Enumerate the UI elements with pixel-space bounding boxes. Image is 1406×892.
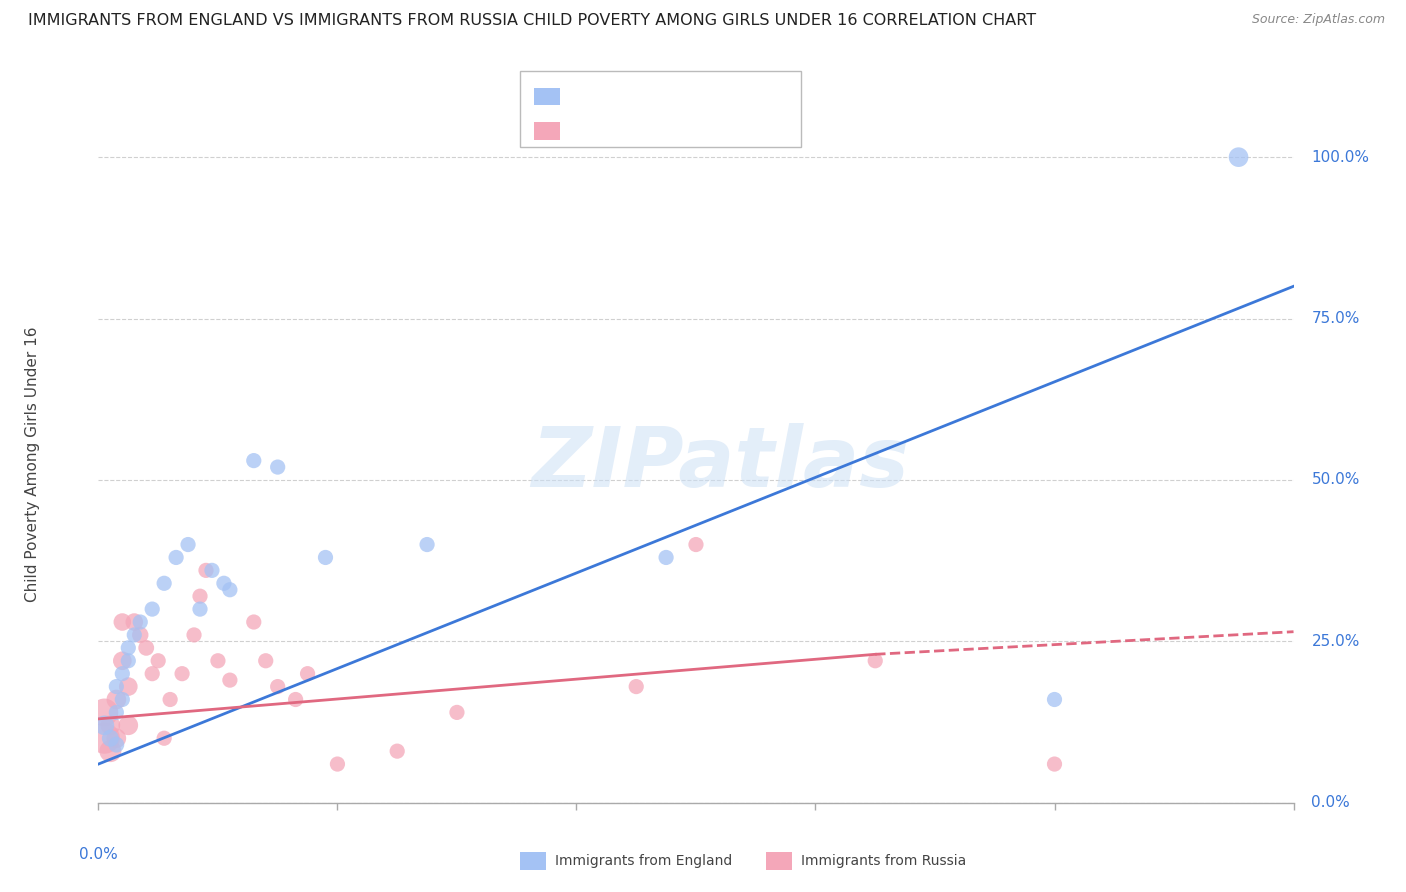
Text: 50.0%: 50.0% [1312, 473, 1360, 488]
Text: R = 0.616: R = 0.616 [569, 85, 652, 100]
Point [135, 640, 157, 655]
Point [98, 744, 122, 758]
Point [105, 731, 128, 746]
Point [172, 666, 194, 681]
Text: 25.0%: 25.0% [1312, 634, 1360, 648]
Point [129, 615, 152, 629]
Point [141, 666, 163, 681]
Point [124, 615, 146, 629]
Text: 0.0%: 0.0% [79, 847, 118, 862]
Point [141, 602, 163, 616]
Text: 75.0%: 75.0% [1312, 311, 1360, 326]
Point [685, 537, 707, 551]
Point [177, 537, 200, 551]
Point [153, 576, 176, 591]
Point [326, 757, 349, 772]
Point [188, 589, 211, 603]
Point [267, 460, 290, 475]
Point [297, 666, 319, 681]
Point [267, 680, 290, 694]
Point [129, 628, 152, 642]
Point [98, 718, 122, 732]
Point [117, 654, 139, 668]
Point [93, 706, 115, 720]
Text: 100.0%: 100.0% [1312, 150, 1369, 165]
Point [98, 731, 122, 746]
Point [105, 738, 128, 752]
Point [105, 680, 128, 694]
Point [105, 706, 128, 720]
Point [212, 576, 235, 591]
Point [219, 673, 242, 687]
Point [1227, 150, 1250, 164]
Point [188, 602, 211, 616]
Point [201, 563, 224, 577]
Point [93, 731, 115, 746]
Point [207, 654, 229, 668]
Text: N = 35: N = 35 [696, 119, 754, 134]
Point [385, 744, 409, 758]
Point [165, 550, 187, 565]
Point [124, 628, 146, 642]
Point [111, 666, 134, 681]
Point [254, 654, 277, 668]
Point [624, 680, 647, 694]
Point [1043, 757, 1066, 772]
Text: Immigrants from Russia: Immigrants from Russia [801, 854, 967, 868]
Point [148, 654, 170, 668]
Point [117, 680, 139, 694]
Point [655, 550, 678, 565]
Point [153, 731, 176, 746]
Text: Source: ZipAtlas.com: Source: ZipAtlas.com [1251, 13, 1385, 27]
Point [194, 563, 218, 577]
Text: ZIPatlas: ZIPatlas [531, 424, 908, 504]
Text: N = 25: N = 25 [696, 85, 754, 100]
Text: 0.0%: 0.0% [1312, 796, 1350, 810]
Text: Immigrants from England: Immigrants from England [555, 854, 733, 868]
Point [111, 615, 134, 629]
Point [93, 718, 115, 732]
Point [159, 692, 181, 706]
Point [183, 628, 205, 642]
Point [416, 537, 439, 551]
Point [243, 453, 266, 467]
Point [1043, 692, 1066, 706]
Point [105, 692, 128, 706]
Point [117, 718, 139, 732]
Point [315, 550, 337, 565]
Point [111, 654, 134, 668]
Text: R = 0.182: R = 0.182 [569, 119, 652, 134]
Point [865, 654, 887, 668]
Point [243, 615, 266, 629]
Point [117, 640, 139, 655]
Point [219, 582, 242, 597]
Point [284, 692, 307, 706]
Point [446, 706, 468, 720]
Text: Child Poverty Among Girls Under 16: Child Poverty Among Girls Under 16 [25, 326, 41, 601]
Text: IMMIGRANTS FROM ENGLAND VS IMMIGRANTS FROM RUSSIA CHILD POVERTY AMONG GIRLS UNDE: IMMIGRANTS FROM ENGLAND VS IMMIGRANTS FR… [28, 13, 1036, 29]
Point [111, 692, 134, 706]
